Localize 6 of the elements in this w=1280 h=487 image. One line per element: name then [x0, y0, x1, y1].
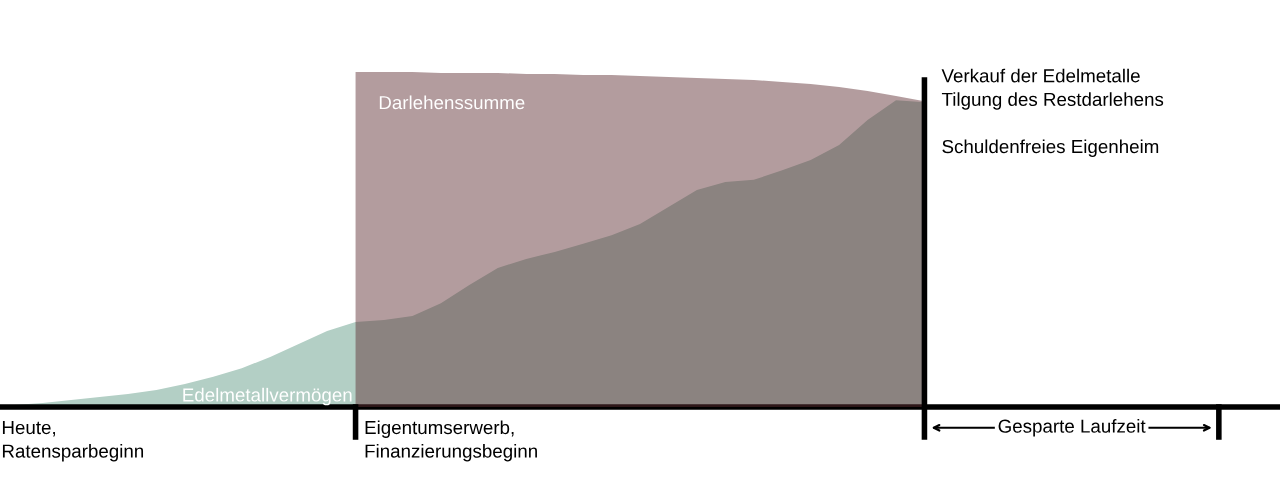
series-label: Darlehenssumme — [379, 95, 525, 110]
text: Verkauf der Edelmetalle Tilgung des Restdarlehens Schuldenfreies Eigenheim — [941, 68, 1164, 157]
text: Gesparte Laufzeit — [998, 419, 1146, 437]
text: Heute, Ratensparbeginn — [2, 421, 144, 462]
series-label: Edelmetallvermögen — [183, 387, 352, 406]
text: Eigentumserwerb, Finanzierungsbeginn — [365, 420, 537, 462]
